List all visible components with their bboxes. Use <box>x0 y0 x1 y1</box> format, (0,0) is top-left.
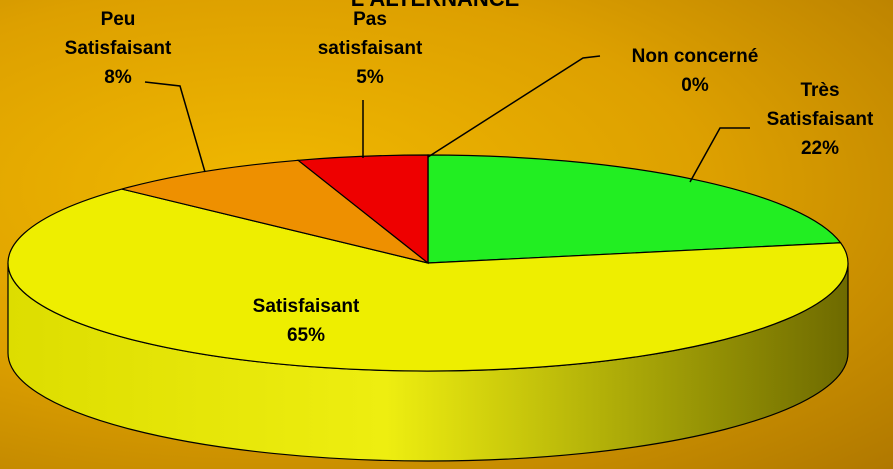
category-label: Peu Satisfaisant <box>64 9 172 59</box>
slice-label: Très Satisfaisant 22% <box>767 76 874 163</box>
slice <box>427 154 842 264</box>
value-label: 5% <box>356 67 384 88</box>
value-label: 8% <box>104 67 132 88</box>
slice <box>121 159 429 264</box>
value-label: 65% <box>286 325 326 346</box>
chart-title: L'ALTERNANCE <box>351 0 520 12</box>
slice-label: Pas satisfaisant 5% <box>318 5 423 92</box>
slice-label: Satisfaisant 65% <box>253 292 360 350</box>
leader-line <box>689 127 750 183</box>
leader-line <box>427 55 601 158</box>
slice-label: Peu Satisfaisant 8% <box>65 5 172 92</box>
leader-line <box>144 81 206 173</box>
slice <box>7 188 849 372</box>
value-label: 0% <box>681 75 709 96</box>
value-label: 22% <box>800 138 840 159</box>
category-label: Pas satisfaisant <box>317 9 423 59</box>
category-label: Satisfaisant <box>252 296 360 317</box>
category-label: Non concerné <box>631 46 759 67</box>
slice-label: Non concerné 0% <box>632 42 759 100</box>
category-label: Très Satisfaisant <box>766 80 874 130</box>
